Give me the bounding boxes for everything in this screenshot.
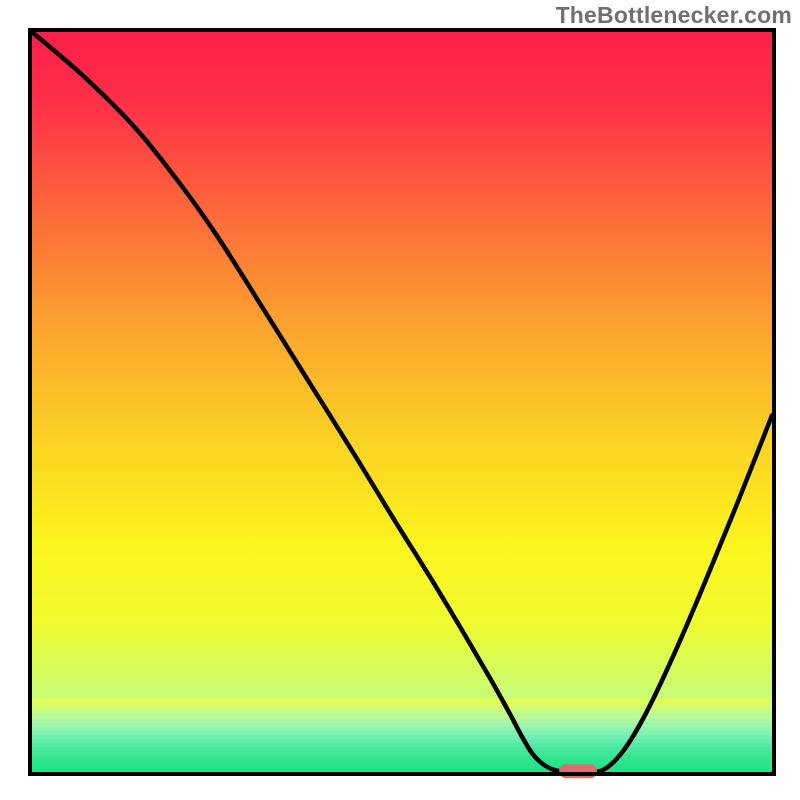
banding-sliver <box>32 702 772 707</box>
banding-sliver <box>32 723 772 728</box>
banding-sliver <box>32 760 772 765</box>
stage: TheBottlenecker.com <box>0 0 800 800</box>
banding-sliver <box>32 710 772 715</box>
banding-sliver <box>32 739 772 744</box>
banding-sliver <box>32 731 772 736</box>
banding-sliver <box>32 756 772 761</box>
banding-sliver <box>32 719 772 724</box>
banding-sliver <box>32 706 772 711</box>
optimum-marker <box>559 764 597 778</box>
banding-sliver <box>32 698 772 703</box>
banding-sliver <box>32 714 772 719</box>
heat-gradient-rect <box>32 32 772 772</box>
banding-sliver <box>32 768 772 773</box>
banding-sliver <box>32 764 772 769</box>
banding-sliver <box>32 743 772 748</box>
chart-svg <box>0 0 800 800</box>
banding-sliver <box>32 735 772 740</box>
watermark-text: TheBottlenecker.com <box>556 2 792 29</box>
banding-sliver <box>32 747 772 752</box>
banding-sliver <box>32 727 772 732</box>
bottom-banding-group <box>32 698 772 773</box>
banding-sliver <box>32 751 772 756</box>
